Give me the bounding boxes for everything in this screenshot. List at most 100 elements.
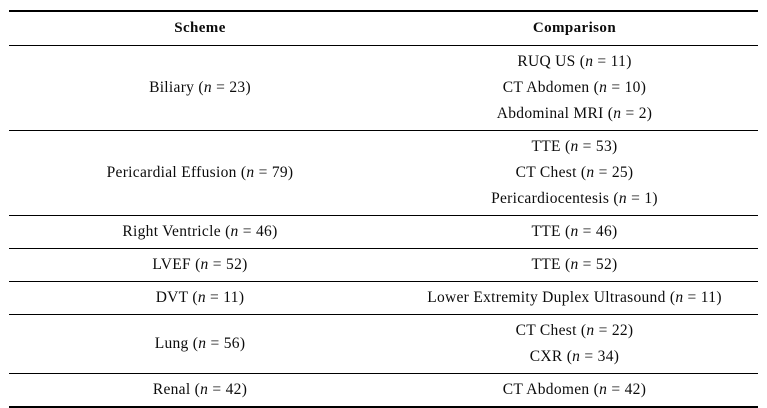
item-name: RUQ US bbox=[517, 53, 576, 70]
item-name: Renal bbox=[152, 381, 191, 398]
table-row: LVEF (n = 52) TTE (n = 52) bbox=[9, 248, 758, 282]
n-symbol: n bbox=[586, 164, 595, 181]
item-name: CT Chest bbox=[515, 322, 577, 339]
scheme-cell: Biliary (n = 23) bbox=[9, 45, 391, 131]
header-row: Scheme Comparison bbox=[9, 11, 758, 46]
comparison-cell: TTE (n = 52) bbox=[390, 248, 758, 282]
n-value: 56 bbox=[223, 335, 240, 352]
item-name: CT Abdomen bbox=[502, 381, 590, 398]
n-value: 42 bbox=[624, 381, 641, 398]
item-name: Pericardial Effusion bbox=[106, 164, 237, 181]
scheme-cell: LVEF (n = 52) bbox=[9, 248, 391, 282]
scheme-entry: Renal (n = 42) bbox=[152, 381, 248, 398]
item-name: Right Ventricle bbox=[122, 223, 221, 240]
table-row: DVT (n = 11) Lower Extremity Duplex Ultra… bbox=[9, 281, 758, 315]
n-symbol: n bbox=[570, 138, 579, 155]
comparison-entry: CXR (n = 34) bbox=[529, 348, 620, 365]
n-symbol: n bbox=[570, 256, 579, 273]
item-name: Lower Extremity Duplex Ultrasound bbox=[427, 289, 666, 306]
table-row: Biliary (n = 23) RUQ US (n = 11) CT Abdome… bbox=[9, 45, 758, 131]
n-value: 11 bbox=[223, 289, 239, 306]
n-value: 46 bbox=[256, 223, 273, 240]
item-name: LVEF bbox=[152, 256, 191, 273]
comparison-cell: TTE (n = 53) CT Chest (n = 25) Pericardioc… bbox=[390, 130, 758, 216]
comparison-entry: CT Chest (n = 25) bbox=[515, 164, 634, 181]
scheme-entry: Biliary (n = 23) bbox=[149, 79, 251, 96]
comparison-cell: Lower Extremity Duplex Ultrasound (n = 1… bbox=[390, 281, 758, 315]
scheme-cell: Pericardial Effusion (n = 79) bbox=[9, 130, 391, 216]
column-header-scheme: Scheme bbox=[9, 11, 391, 46]
item-name: DVT bbox=[155, 289, 189, 306]
n-value: 22 bbox=[611, 322, 628, 339]
comparison-entry: CT Chest (n = 22) bbox=[515, 322, 634, 339]
comparison-entry: Pericardiocentesis (n = 1) bbox=[491, 190, 658, 207]
n-value: 2 bbox=[638, 105, 647, 122]
n-symbol: n bbox=[599, 79, 608, 96]
n-value: 52 bbox=[226, 256, 243, 273]
scheme-entry: DVT (n = 11) bbox=[155, 289, 245, 306]
scheme-cell: Renal (n = 42) bbox=[9, 374, 391, 408]
item-name: TTE bbox=[531, 256, 561, 273]
item-name: Abdominal MRI bbox=[496, 105, 604, 122]
comparison-cell: CT Chest (n = 22) CXR (n = 34) bbox=[390, 314, 758, 374]
n-symbol: n bbox=[198, 335, 207, 352]
comparison-cell: TTE (n = 46) bbox=[390, 215, 758, 249]
item-name: CT Abdomen bbox=[502, 79, 590, 96]
comparison-entry: CT Abdomen (n = 10) bbox=[502, 79, 647, 96]
comparison-entry: TTE (n = 53) bbox=[531, 138, 618, 155]
n-symbol: n bbox=[570, 223, 579, 240]
item-name: TTE bbox=[531, 223, 561, 240]
comparison-entry: RUQ US (n = 11) bbox=[517, 53, 632, 70]
n-value: 11 bbox=[700, 289, 717, 306]
table-head: Scheme Comparison bbox=[9, 11, 758, 46]
table-row: Right Ventricle (n = 46) TTE (n = 46) bbox=[9, 215, 758, 249]
n-symbol: n bbox=[586, 322, 595, 339]
table-row: Lung (n = 56) CT Chest (n = 22) CXR (n = 3… bbox=[9, 314, 758, 374]
n-value: 79 bbox=[271, 164, 288, 181]
scheme-entry: Pericardial Effusion (n = 79) bbox=[106, 164, 294, 181]
scheme-entry: Right Ventricle (n = 46) bbox=[122, 223, 278, 240]
item-name: Pericardiocentesis bbox=[491, 190, 610, 207]
item-name: Biliary bbox=[149, 79, 195, 96]
scheme-entry: Lung (n = 56) bbox=[154, 335, 246, 352]
item-name: Lung bbox=[154, 335, 189, 352]
n-symbol: n bbox=[613, 105, 622, 122]
n-value: 23 bbox=[229, 79, 246, 96]
comparison-entry: TTE (n = 46) bbox=[531, 223, 618, 240]
comparison-cell: RUQ US (n = 11) CT Abdomen (n = 10) Abdomi… bbox=[390, 45, 758, 131]
n-value: 53 bbox=[595, 138, 613, 155]
comparison-cell: CT Abdomen (n = 42) bbox=[391, 374, 758, 408]
n-symbol: n bbox=[200, 381, 209, 398]
comparison-entry: Lower Extremity Duplex Ultrasound (n = 1… bbox=[427, 289, 722, 306]
scheme-cell: Right Ventricle (n = 46) bbox=[9, 215, 391, 249]
n-symbol: n bbox=[197, 289, 206, 306]
item-name: TTE bbox=[531, 138, 561, 155]
n-value: 25 bbox=[611, 164, 628, 181]
n-value: 11 bbox=[610, 53, 627, 70]
table-row: Pericardial Effusion (n = 79) TTE (n = 53… bbox=[9, 130, 758, 216]
scheme-cell: Lung (n = 56) bbox=[9, 314, 391, 374]
n-symbol: n bbox=[200, 256, 209, 273]
n-value: 34 bbox=[597, 348, 614, 365]
scheme-cell: DVT (n = 11) bbox=[9, 281, 391, 315]
comparison-entry: CT Abdomen (n = 42) bbox=[502, 381, 647, 398]
n-value: 52 bbox=[595, 256, 613, 273]
comparison-entry: TTE (n = 52) bbox=[531, 256, 618, 273]
table-row: Renal (n = 42) CT Abdomen (n = 42) bbox=[9, 374, 758, 408]
comparison-entry: Abdominal MRI (n = 2) bbox=[496, 105, 653, 122]
scheme-comparison-table: Scheme Comparison Biliary (n = 23) RUQ US… bbox=[9, 10, 758, 408]
n-value: 42 bbox=[225, 381, 242, 398]
n-symbol: n bbox=[246, 164, 255, 181]
item-name: CXR bbox=[529, 348, 563, 365]
n-symbol: n bbox=[572, 348, 581, 365]
scheme-entry: LVEF (n = 52) bbox=[152, 256, 248, 273]
n-symbol: n bbox=[599, 381, 608, 398]
n-symbol: n bbox=[585, 53, 594, 70]
n-symbol: n bbox=[675, 289, 684, 306]
n-symbol: n bbox=[203, 79, 212, 96]
item-name: CT Chest bbox=[515, 164, 577, 181]
n-symbol: n bbox=[618, 190, 627, 207]
n-value: 46 bbox=[595, 223, 613, 240]
n-symbol: n bbox=[230, 223, 239, 240]
